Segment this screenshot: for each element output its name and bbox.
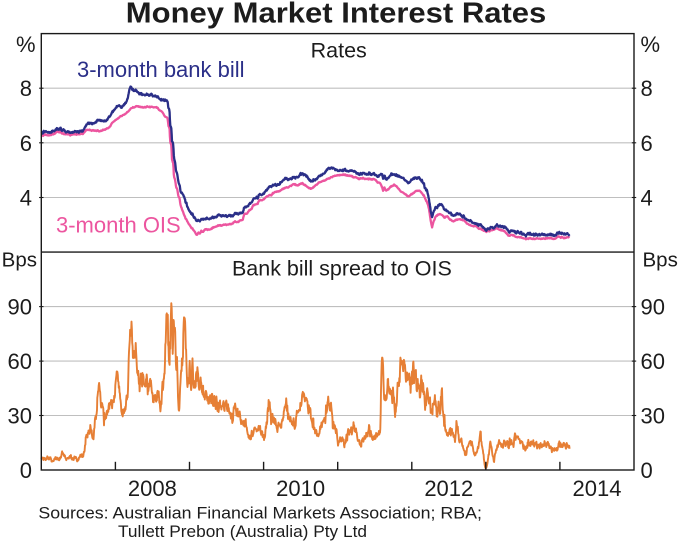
svg-text:Bank bill spread to OIS: Bank bill spread to OIS xyxy=(232,257,452,281)
svg-text:2010: 2010 xyxy=(276,476,325,501)
svg-text:Bps: Bps xyxy=(2,249,37,272)
svg-text:Sources: Australian Financial: Sources: Australian Financial Markets As… xyxy=(38,504,482,523)
svg-text:%: % xyxy=(641,32,661,57)
svg-text:90: 90 xyxy=(8,295,32,320)
svg-text:4: 4 xyxy=(641,186,653,211)
svg-text:2014: 2014 xyxy=(573,476,622,501)
svg-text:2008: 2008 xyxy=(128,476,177,501)
svg-text:Tullett Prebon (Australia) Pty: Tullett Prebon (Australia) Pty Ltd xyxy=(118,522,367,541)
svg-text:0: 0 xyxy=(20,458,32,483)
svg-text:3-month bank bill: 3-month bank bill xyxy=(77,57,245,82)
svg-text:6: 6 xyxy=(641,131,653,156)
svg-text:60: 60 xyxy=(641,349,665,374)
svg-text:30: 30 xyxy=(641,404,665,429)
svg-text:90: 90 xyxy=(641,295,665,320)
svg-text:30: 30 xyxy=(8,404,32,429)
svg-text:Rates: Rates xyxy=(311,38,367,62)
svg-text:3-month OIS: 3-month OIS xyxy=(56,212,181,237)
svg-text:60: 60 xyxy=(8,349,32,374)
svg-text:8: 8 xyxy=(641,76,653,101)
svg-text:%: % xyxy=(16,32,36,57)
svg-text:0: 0 xyxy=(641,458,653,483)
svg-text:2012: 2012 xyxy=(424,476,473,501)
svg-text:8: 8 xyxy=(20,76,32,101)
svg-text:6: 6 xyxy=(20,131,32,156)
svg-text:4: 4 xyxy=(20,186,32,211)
svg-text:Money Market Interest Rates: Money Market Interest Rates xyxy=(126,0,547,29)
svg-text:Bps: Bps xyxy=(643,249,678,272)
